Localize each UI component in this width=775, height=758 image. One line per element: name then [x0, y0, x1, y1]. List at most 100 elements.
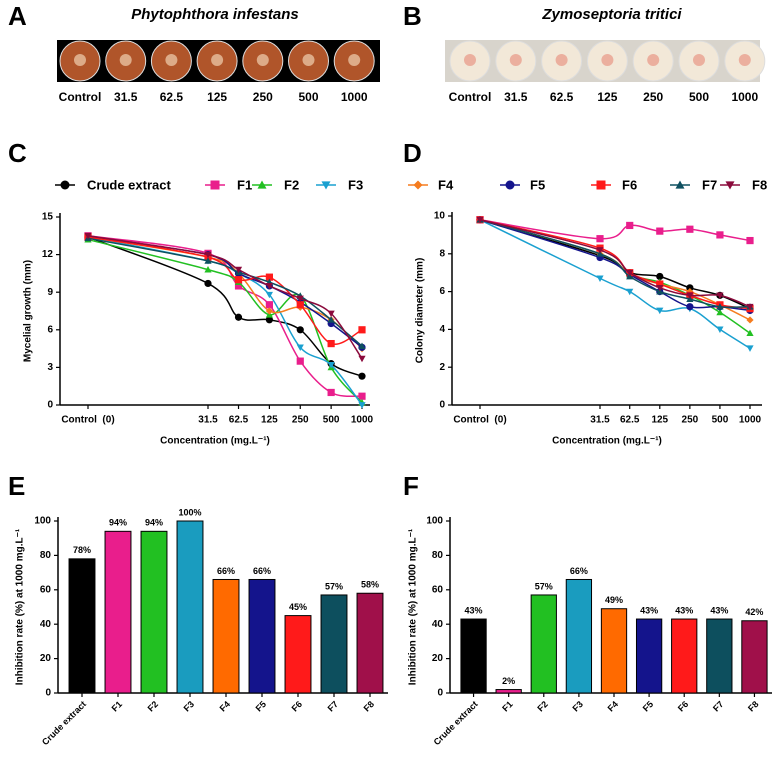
x-tick-label: F2 — [146, 699, 161, 714]
marker — [84, 232, 92, 240]
y-tick-label: 60 — [40, 584, 52, 595]
panel-letter: A — [8, 1, 27, 31]
marker — [656, 272, 664, 281]
plate-label: Control — [59, 90, 102, 104]
x-axis-title: Concentration (mg.L⁻¹) — [160, 436, 270, 447]
plate-label: 250 — [253, 90, 273, 104]
y-tick-label: 6 — [439, 286, 445, 297]
bar — [212, 578, 240, 694]
x-tick-label: Control (0) — [61, 415, 114, 426]
y-tick-label: 60 — [432, 584, 444, 595]
marker — [296, 301, 304, 309]
colony-center — [464, 54, 476, 66]
colony-center — [165, 54, 178, 66]
y-tick-label: 40 — [40, 619, 52, 630]
bar — [706, 618, 733, 694]
marker — [746, 345, 754, 352]
bar — [565, 578, 593, 694]
value-label: 42% — [745, 607, 763, 617]
x-tick-label: 125 — [261, 415, 278, 426]
panel-letter: C — [8, 138, 27, 168]
x-tick-label: 250 — [682, 415, 699, 426]
y-tick-label: 80 — [40, 550, 52, 561]
marker — [327, 388, 335, 397]
plate-label: 500 — [689, 90, 709, 104]
panel-letter: F — [403, 471, 419, 501]
marker — [265, 307, 273, 315]
colony-center — [74, 54, 86, 66]
y-axis-title: Inhibition rate (%) at 1000 mg.L⁻¹ — [408, 528, 419, 685]
marker — [746, 236, 754, 245]
colony-center — [693, 54, 705, 66]
legend-label: F8 — [752, 177, 767, 192]
bar — [671, 618, 698, 694]
fit-line — [87, 237, 363, 347]
marker — [596, 235, 604, 243]
marker — [204, 251, 212, 259]
y-tick-label: 4 — [439, 324, 445, 335]
legend-label: F1 — [237, 177, 252, 192]
marker — [596, 180, 606, 190]
marker — [686, 284, 694, 292]
marker — [321, 181, 331, 190]
marker — [656, 307, 664, 315]
plate-label: Control — [449, 90, 492, 104]
colony-center — [738, 54, 751, 66]
panel-letter: B — [403, 1, 422, 31]
legend-label: F6 — [622, 177, 637, 192]
x-tick-label: F4 — [606, 699, 621, 714]
y-tick-label: 6 — [47, 324, 53, 335]
y-axis-title: Colony diameter (mm) — [415, 258, 426, 364]
y-tick-label: 40 — [432, 619, 444, 630]
plate-label: 1000 — [341, 90, 368, 104]
x-tick-label: F5 — [254, 699, 269, 714]
legend-label: F4 — [438, 177, 454, 192]
plate-label: 62.5 — [160, 90, 184, 104]
marker — [234, 313, 243, 321]
x-tick-label: 1000 — [739, 415, 762, 426]
marker — [204, 257, 212, 264]
colony-center — [211, 54, 224, 66]
plate-label: 62.5 — [550, 90, 574, 104]
marker — [358, 372, 366, 380]
value-label: 57% — [535, 581, 553, 591]
legend-label: Crude extract — [87, 177, 171, 192]
value-label: 94% — [109, 518, 127, 528]
x-tick-label: F1 — [500, 699, 515, 714]
marker — [626, 288, 634, 296]
value-label: 45% — [289, 602, 307, 612]
plate-label: 125 — [597, 90, 617, 104]
y-tick-label: 0 — [439, 400, 445, 411]
value-label: 49% — [605, 595, 623, 605]
marker — [204, 279, 212, 288]
value-label: 100% — [178, 507, 201, 517]
value-label: 78% — [73, 545, 91, 555]
x-tick-label: 500 — [323, 415, 340, 426]
marker — [327, 362, 335, 369]
bar — [140, 530, 168, 694]
y-axis-title: Mycelial growth (mm) — [23, 260, 34, 362]
value-label: 57% — [325, 581, 343, 591]
x-tick-label: Crude extract — [40, 699, 88, 747]
x-tick-label: F6 — [676, 699, 691, 714]
marker — [746, 316, 754, 324]
value-label: 66% — [253, 566, 271, 576]
value-label: 43% — [710, 605, 728, 615]
marker — [265, 316, 273, 324]
value-label: 2% — [502, 676, 515, 686]
x-tick-label: Crude extract — [432, 699, 480, 747]
bar — [356, 592, 384, 694]
y-tick-label: 100 — [34, 516, 51, 527]
marker — [265, 273, 273, 281]
colony-center — [119, 54, 132, 66]
legend-label: F5 — [530, 177, 545, 192]
marker — [686, 292, 694, 299]
marker — [296, 344, 304, 351]
colony-center — [302, 54, 315, 66]
marker — [234, 282, 243, 290]
x-tick-label: F3 — [570, 699, 585, 714]
y-tick-label: 80 — [432, 550, 444, 561]
fit-line — [87, 236, 363, 346]
value-label: 43% — [640, 605, 658, 615]
marker — [656, 227, 664, 235]
